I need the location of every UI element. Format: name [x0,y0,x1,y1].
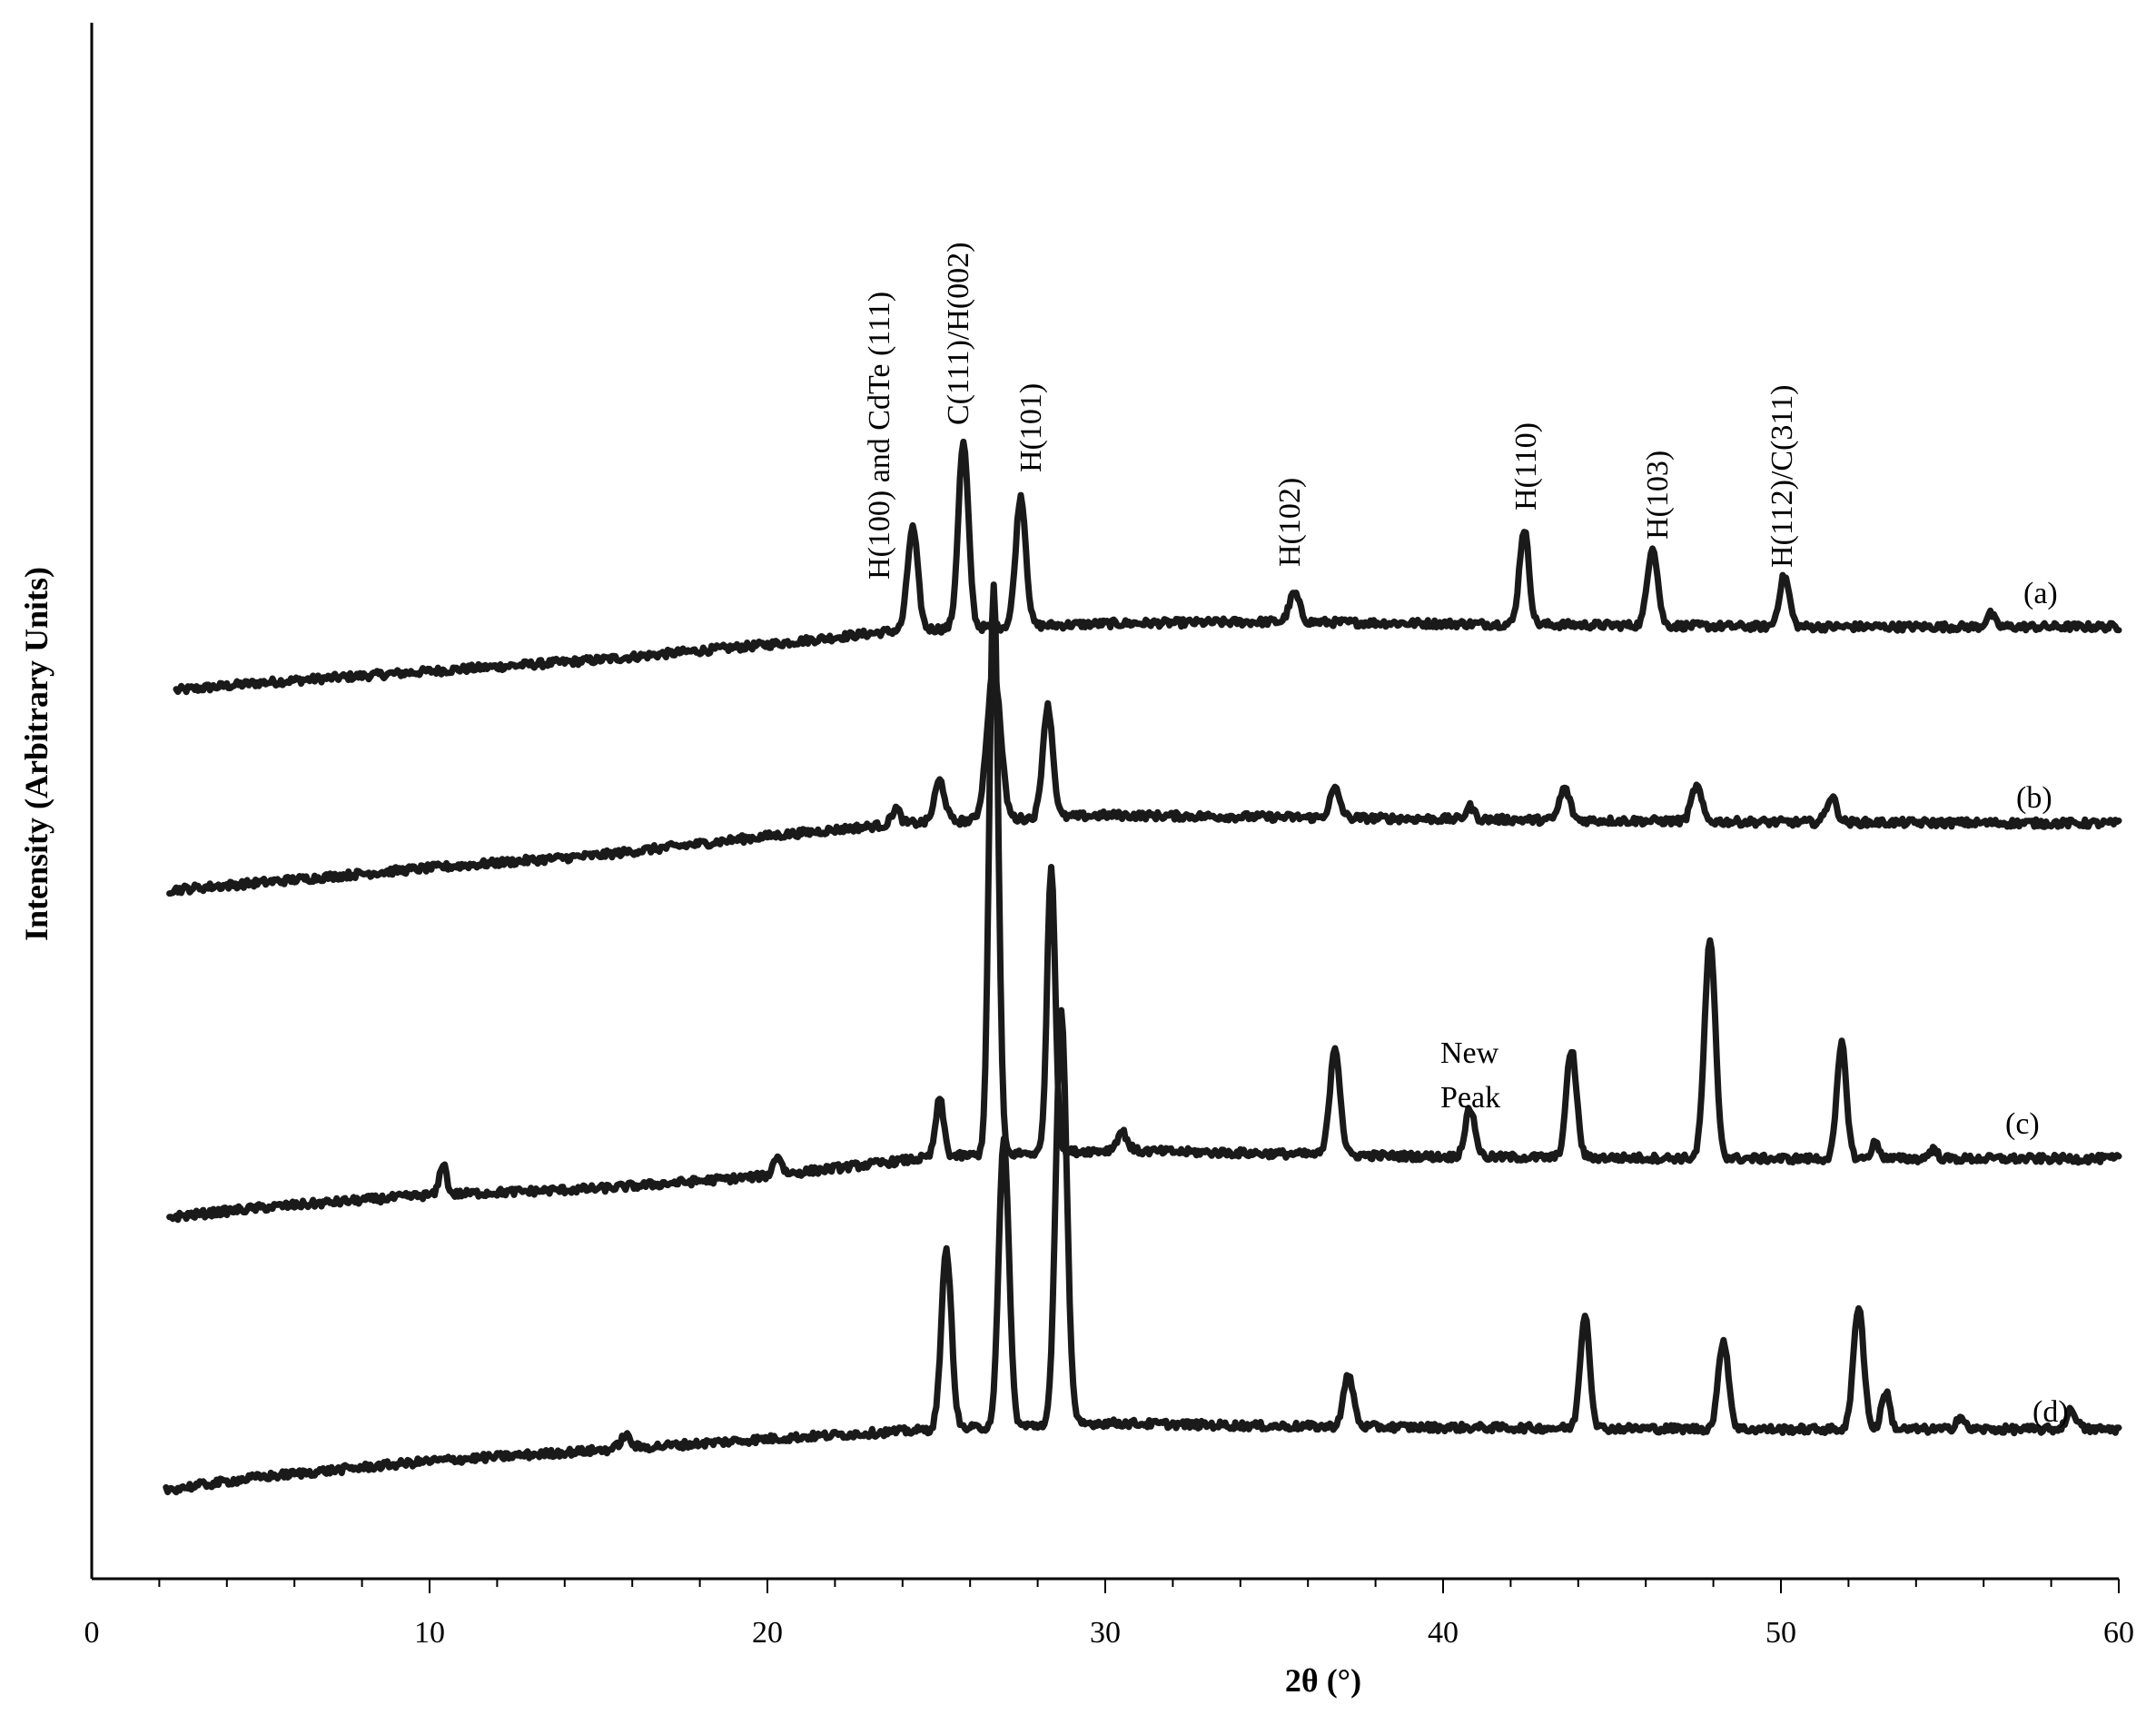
xrd-trace-c [166,581,2122,1224]
annotation-h112-c311: H(112)/C(311) [1765,385,1799,568]
peak-annotations: H(100) and CdTe (111) C(111)/H(002) H(10… [863,243,1799,1115]
x-tick-label: 60 [2103,1616,2134,1650]
series-labels: (a) (b) (c) (d) [2005,577,2069,1429]
x-tick-label: 50 [1765,1616,1796,1650]
xrd-trace-a [173,438,2122,696]
annotation-h103: H(103) [1641,451,1675,540]
series-label-c: (c) [2005,1107,2040,1141]
x-axis-title: 2θ (°) [1285,1662,1361,1699]
annotation-c111-h002: C(111)/H(002) [942,243,975,425]
annotation-h101: H(101) [1014,383,1048,472]
annotation-peak: Peak [1440,1081,1500,1115]
axes [90,23,2119,1581]
x-tick-label: 10 [414,1616,445,1650]
x-tick-label: 40 [1428,1616,1459,1650]
series-label-a: (a) [2023,577,2058,610]
x-tick-label: 30 [1090,1616,1121,1650]
annotation-h110: H(110) [1509,422,1543,511]
series-label-d: (d) [2032,1395,2069,1429]
series-layer [163,438,2122,1496]
series-label-b: (b) [2016,781,2052,815]
annotation-h100-cdte111: H(100) and CdTe (111) [863,292,896,580]
y-axis-title: Intensity (Arbitrary Units) [18,567,54,941]
x-ticks: 0 10 20 30 40 50 60 [84,1579,2134,1650]
x-tick-label: 0 [84,1616,100,1650]
x-tick-label: 20 [752,1616,783,1650]
xrd-trace-b [166,669,2122,897]
xrd-trace-d [163,1006,2122,1496]
annotation-h102: H(102) [1273,478,1307,567]
annotation-new: New [1440,1036,1499,1070]
